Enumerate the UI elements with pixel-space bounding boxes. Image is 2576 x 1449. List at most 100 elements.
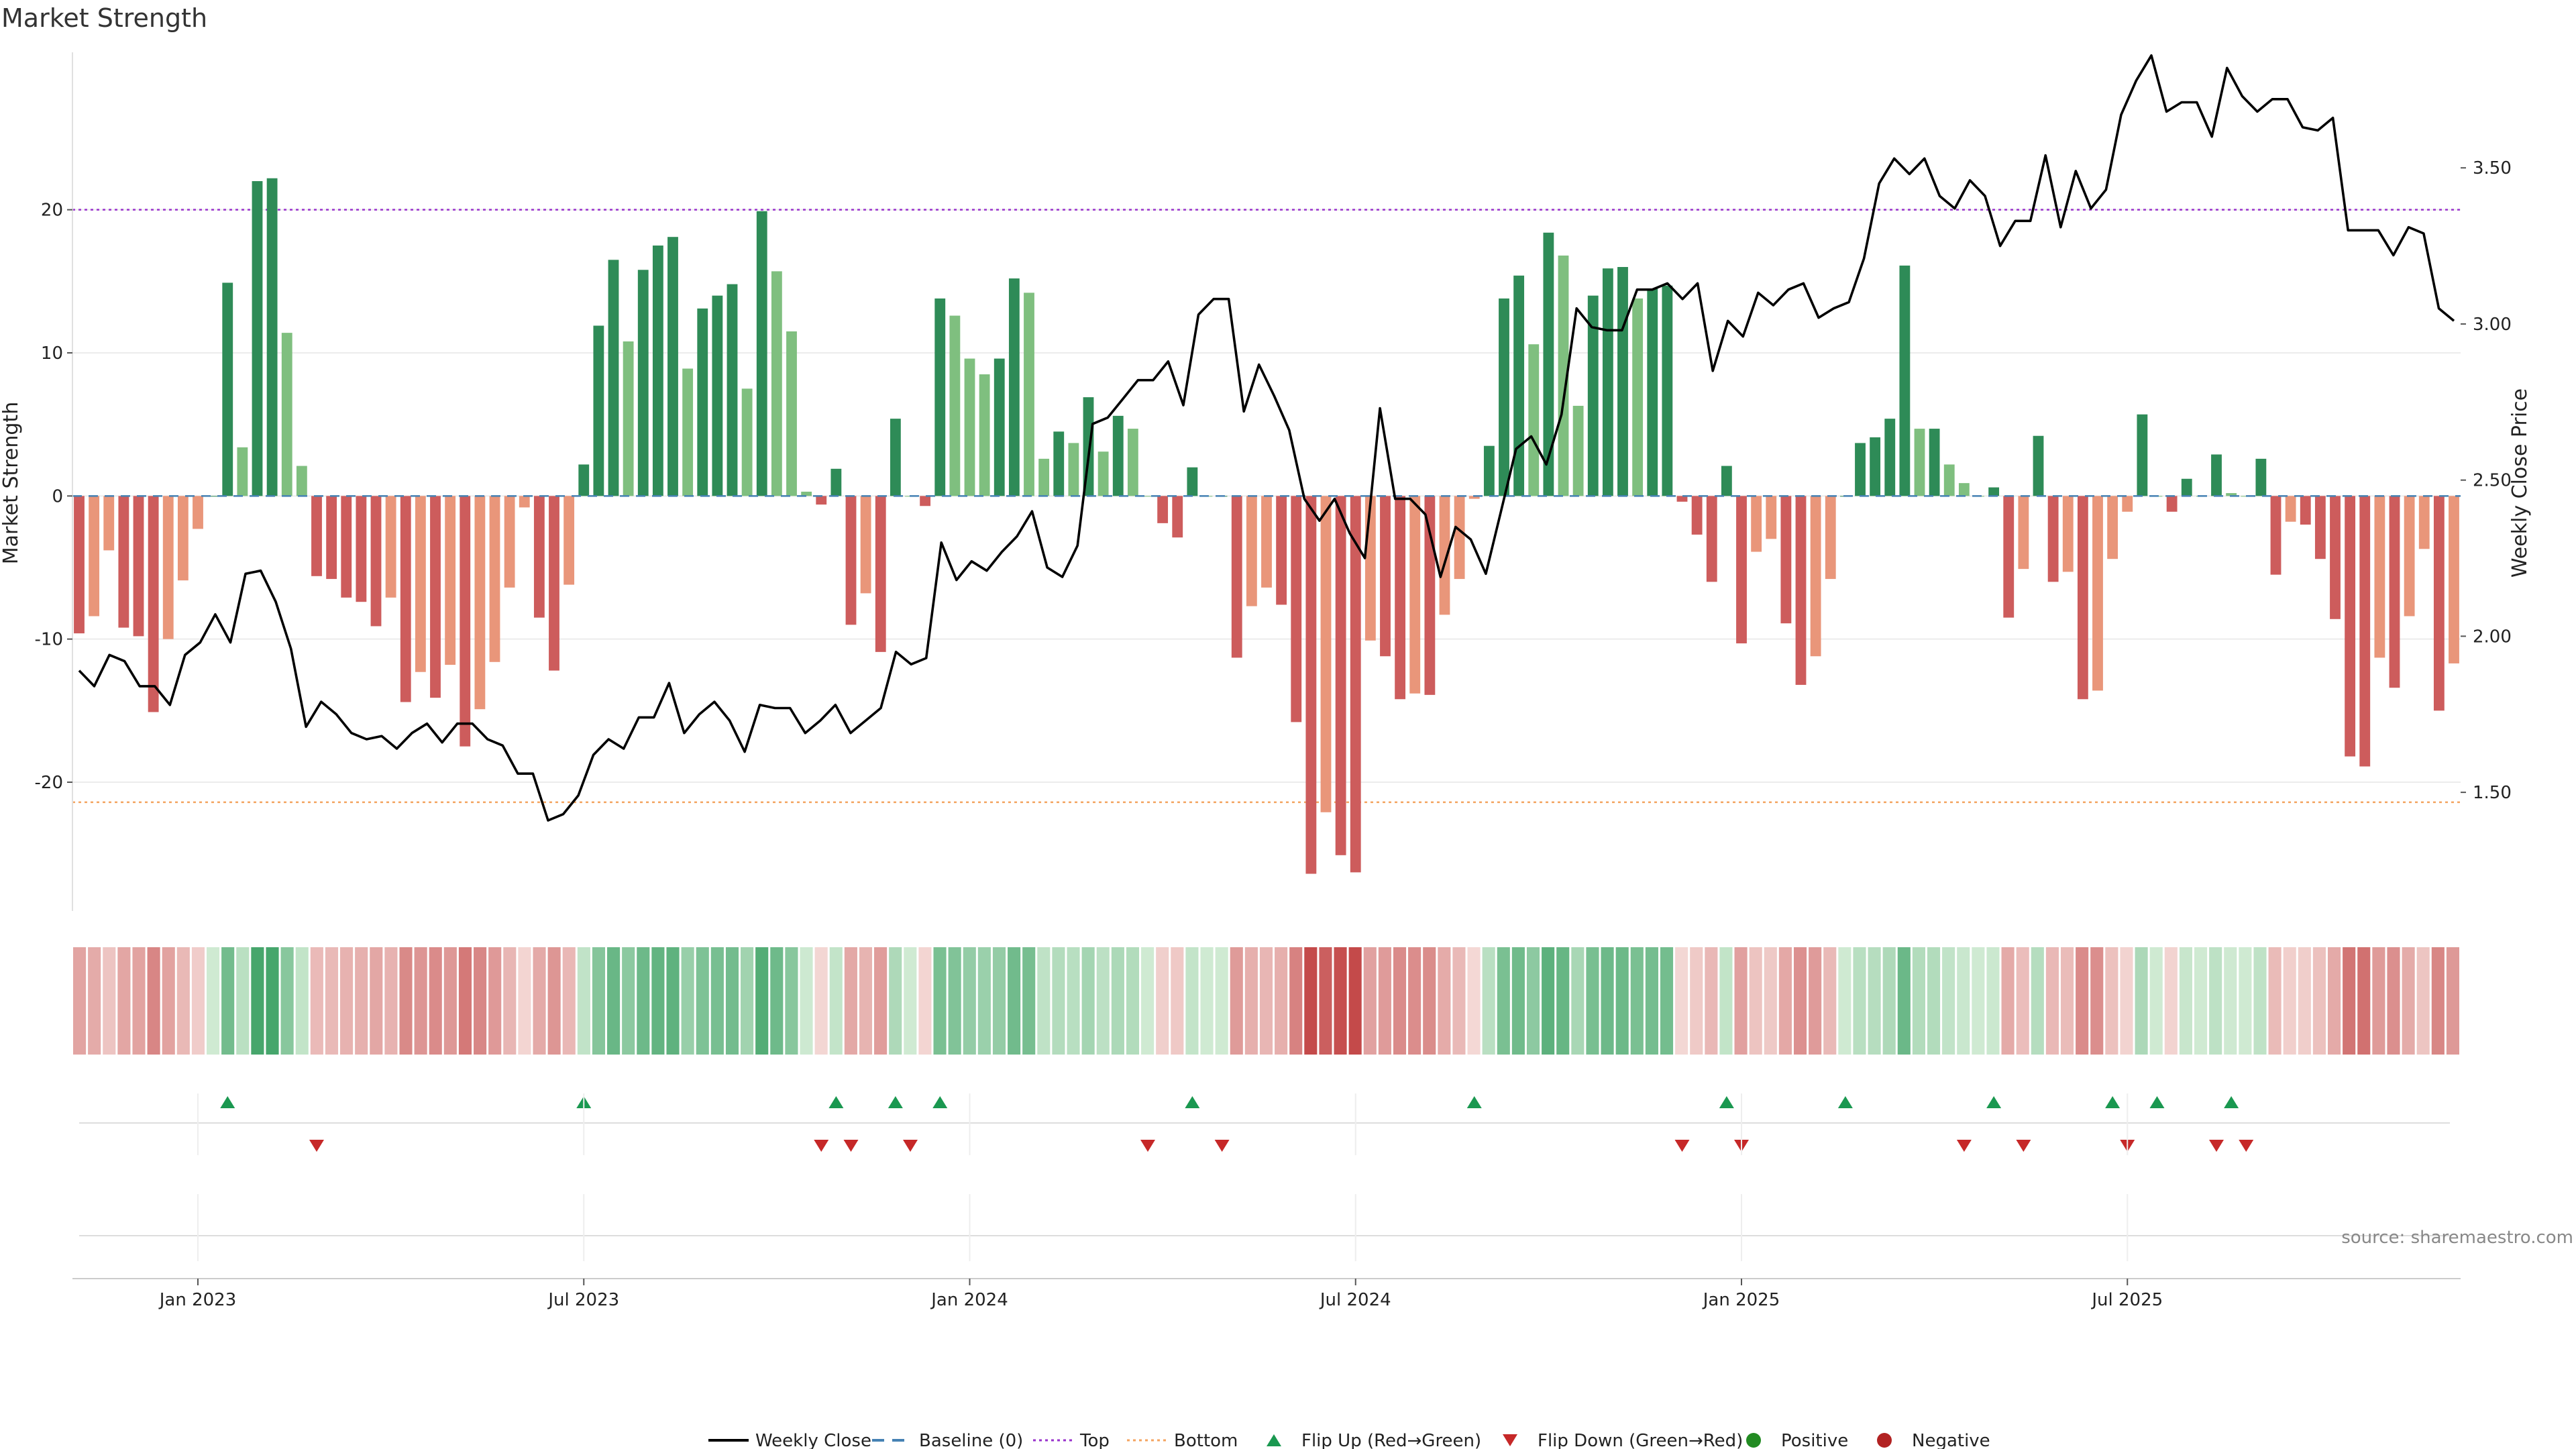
- strength-bar: [1409, 496, 1421, 694]
- heat-cell: [103, 947, 116, 1055]
- flip-down-marker: [2209, 1140, 2224, 1152]
- strength-bar: [118, 496, 129, 628]
- heat-cell: [414, 947, 427, 1055]
- strength-bar: [2433, 496, 2445, 711]
- heat-cell: [1156, 947, 1169, 1055]
- heat-cell: [1601, 947, 1614, 1055]
- heat-cell: [221, 947, 235, 1055]
- x-tick-label: Jan 2023: [158, 1290, 237, 1310]
- legend-swatch-circle: [1877, 1433, 1892, 1448]
- strength-bar: [1914, 429, 1925, 496]
- strength-bar: [1291, 496, 1302, 722]
- heat-cell: [73, 947, 87, 1055]
- flip-down-marker: [1956, 1140, 1972, 1152]
- y-axis-left-label: Market Strength: [0, 402, 23, 564]
- y-right-tick-label: 3.00: [2473, 315, 2512, 335]
- strength-bar: [341, 496, 352, 598]
- heat-cell: [1408, 947, 1421, 1055]
- strength-bar: [237, 447, 248, 496]
- heat-cell: [963, 947, 976, 1055]
- strength-bar: [934, 298, 946, 496]
- flip-up-marker: [888, 1096, 903, 1108]
- strength-bar: [608, 260, 619, 496]
- heat-cell: [1838, 947, 1851, 1055]
- strength-bar: [549, 496, 559, 671]
- strength-bar: [2003, 496, 2015, 618]
- heat-cell: [399, 947, 413, 1055]
- strength-bar: [2389, 496, 2400, 688]
- strength-bar: [177, 496, 189, 581]
- heat-cell: [2194, 947, 2208, 1055]
- strength-bar: [1038, 458, 1050, 496]
- heat-cell: [785, 947, 798, 1055]
- heat-cell: [1719, 947, 1733, 1055]
- heat-cell: [2283, 947, 2296, 1055]
- strength-bar: [1721, 466, 1732, 496]
- strength-bar: [460, 496, 471, 747]
- heat-cell: [666, 947, 680, 1055]
- flip-up-marker: [1837, 1096, 1853, 1108]
- x-tick-label: Jan 2024: [930, 1290, 1008, 1310]
- heat-cell: [2239, 947, 2252, 1055]
- heat-cell: [88, 947, 101, 1055]
- y-right-tick-label: 2.50: [2473, 471, 2512, 491]
- strength-bar: [2345, 496, 2356, 757]
- strength-bar: [1958, 483, 1970, 496]
- heat-cell: [443, 947, 457, 1055]
- heat-cell: [2031, 947, 2044, 1055]
- strength-bar: [1884, 419, 1896, 496]
- heat-cell: [1526, 947, 1540, 1055]
- heat-cell: [1126, 947, 1140, 1055]
- strength-bar: [1736, 496, 1747, 644]
- strength-bar: [266, 178, 278, 496]
- heat-cell: [1215, 947, 1228, 1055]
- heat-cell: [1378, 947, 1391, 1055]
- heat-cell: [1586, 947, 1599, 1055]
- heat-cell: [1022, 947, 1036, 1055]
- strength-bar: [281, 333, 292, 496]
- strength-bar: [2181, 478, 2192, 496]
- strength-bar: [385, 496, 396, 598]
- heat-cell: [1111, 947, 1124, 1055]
- strength-bar: [1602, 268, 1613, 496]
- heat-cell: [132, 947, 146, 1055]
- heat-cell: [2343, 947, 2356, 1055]
- heat-cell: [1986, 947, 2000, 1055]
- y-axis-right-label: Weekly Close Price: [2508, 388, 2532, 578]
- strength-bar: [430, 496, 441, 698]
- strength-bar: [222, 282, 233, 496]
- heat-cell: [1511, 947, 1525, 1055]
- heat-cell: [2253, 947, 2267, 1055]
- heat-cell: [2045, 947, 2059, 1055]
- heat-cell: [2001, 947, 2015, 1055]
- strength-bar: [1350, 496, 1361, 873]
- flip-up-marker: [220, 1096, 235, 1108]
- strength-bar: [727, 284, 738, 496]
- strength-bar: [2314, 496, 2326, 559]
- strength-bar: [2404, 496, 2415, 616]
- flip-up-marker: [2149, 1096, 2165, 1108]
- heat-cell: [1423, 947, 1436, 1055]
- heat-cell: [1171, 947, 1184, 1055]
- strength-bar: [2300, 496, 2311, 525]
- heat-cell: [1348, 947, 1362, 1055]
- strength-bar: [2166, 496, 2178, 512]
- flip-up-marker: [1185, 1096, 1200, 1108]
- chart-title: Market Strength: [1, 3, 207, 33]
- flip-up-marker: [1986, 1096, 2002, 1108]
- heat-cell: [325, 947, 339, 1055]
- heat-cell: [207, 947, 220, 1055]
- y-left-tick-label: -10: [35, 630, 63, 650]
- heat-cell: [874, 947, 888, 1055]
- strength-bar: [2137, 414, 2148, 496]
- heat-cell: [918, 947, 932, 1055]
- heat-cell: [577, 947, 590, 1055]
- heat-cell: [1438, 947, 1451, 1055]
- heat-cell: [1497, 947, 1510, 1055]
- flip-down-marker: [1140, 1140, 1155, 1152]
- strength-bar: [860, 496, 871, 594]
- strength-bar: [1157, 496, 1169, 523]
- flip-down-marker: [1674, 1140, 1690, 1152]
- weekly-close-line: [78, 54, 2455, 822]
- strength-bar: [1766, 496, 1777, 539]
